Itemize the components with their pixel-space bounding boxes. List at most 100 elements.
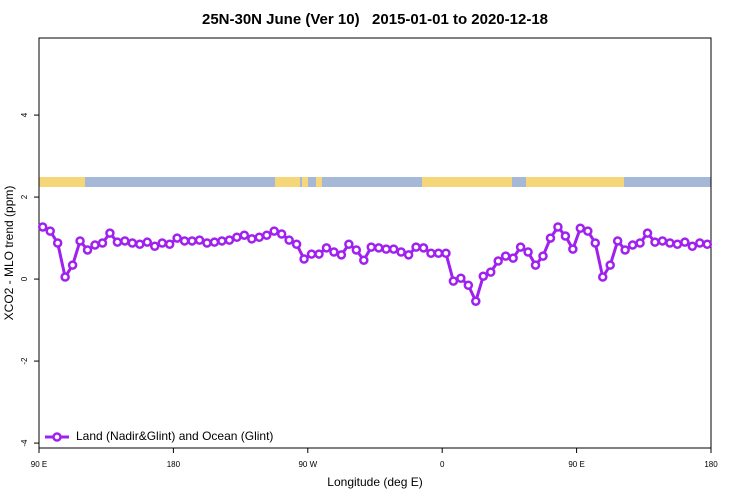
x-tick-label: 180 bbox=[704, 460, 718, 469]
data-point bbox=[441, 248, 451, 258]
data-point bbox=[321, 243, 332, 253]
data-point bbox=[60, 272, 70, 282]
data-point bbox=[702, 239, 713, 249]
x-axis-label: Longitude (deg E) bbox=[327, 475, 422, 489]
data-point bbox=[344, 239, 354, 249]
legend-label: Land (Nadir&Glint) and Ocean (Glint) bbox=[76, 429, 273, 443]
data-point bbox=[635, 238, 645, 248]
data-point bbox=[284, 235, 294, 245]
data-point bbox=[388, 244, 399, 254]
data-point bbox=[254, 232, 265, 243]
data-point bbox=[179, 236, 190, 246]
data-point bbox=[418, 243, 429, 253]
data-point bbox=[471, 296, 481, 306]
data-point bbox=[672, 239, 683, 249]
data-point bbox=[373, 243, 384, 253]
data-point bbox=[590, 238, 601, 248]
data-point bbox=[650, 237, 660, 247]
data-point bbox=[276, 229, 287, 239]
data-point bbox=[314, 249, 324, 259]
data-point bbox=[456, 273, 466, 284]
data-point bbox=[560, 231, 571, 241]
data-point bbox=[530, 260, 541, 270]
data-point bbox=[37, 222, 48, 232]
data-point bbox=[239, 230, 250, 240]
data-point bbox=[545, 233, 556, 243]
data-point bbox=[620, 245, 630, 255]
data-point bbox=[172, 233, 182, 243]
data-point bbox=[90, 240, 100, 250]
data-point bbox=[127, 238, 138, 248]
data-point bbox=[82, 245, 93, 255]
data-point bbox=[142, 237, 153, 247]
x-tick-label: 90 E bbox=[31, 460, 47, 469]
data-point bbox=[299, 254, 309, 264]
data-point bbox=[553, 222, 563, 232]
data-point bbox=[583, 226, 593, 236]
data-point bbox=[426, 248, 436, 258]
data-point bbox=[657, 236, 668, 246]
data-point bbox=[75, 236, 85, 246]
data-point bbox=[485, 267, 496, 277]
data-point bbox=[291, 239, 302, 249]
data-point bbox=[209, 237, 220, 247]
data-point bbox=[217, 236, 227, 246]
data-point bbox=[306, 249, 317, 259]
x-tick-label: 0 bbox=[440, 460, 445, 469]
data-point bbox=[366, 242, 377, 252]
data-point bbox=[612, 236, 623, 246]
data-point bbox=[45, 226, 55, 236]
data-point bbox=[381, 244, 391, 254]
data-point bbox=[359, 255, 369, 265]
data-point bbox=[105, 228, 115, 238]
data-point bbox=[403, 250, 414, 260]
x-tick-label: 90 W bbox=[298, 460, 317, 469]
data-point bbox=[224, 235, 235, 245]
data-point bbox=[605, 260, 615, 270]
legend-marker bbox=[52, 432, 62, 442]
data-point bbox=[247, 234, 257, 244]
map-strip bbox=[39, 177, 711, 187]
data-point bbox=[433, 248, 444, 258]
chart-title: 25N-30N June (Ver 10) 2015-01-01 to 2020… bbox=[202, 11, 548, 28]
data-point bbox=[597, 272, 608, 282]
data-point bbox=[269, 226, 279, 236]
data-point bbox=[463, 280, 474, 290]
data-point bbox=[508, 253, 518, 263]
data-point bbox=[515, 242, 526, 252]
data-point bbox=[411, 242, 421, 252]
data-point bbox=[695, 238, 705, 248]
data-point bbox=[194, 235, 205, 245]
data-point bbox=[627, 240, 638, 250]
data-point bbox=[112, 237, 123, 247]
data-point bbox=[575, 223, 586, 233]
data-point bbox=[135, 239, 145, 249]
data-point bbox=[687, 241, 698, 252]
data-point bbox=[538, 251, 548, 261]
data-point bbox=[336, 250, 347, 260]
data-point bbox=[52, 238, 63, 248]
y-tick-label: 2 bbox=[20, 194, 29, 199]
x-tick-label: 90 E bbox=[568, 460, 584, 469]
data-point bbox=[478, 271, 489, 281]
data-point bbox=[187, 236, 197, 246]
y-axis-label: XCO2 - MLO trend (ppm) bbox=[2, 186, 16, 321]
data-point bbox=[164, 239, 175, 249]
y-tick-label: -2 bbox=[20, 357, 29, 365]
data-point bbox=[329, 247, 339, 257]
data-point bbox=[67, 260, 78, 270]
data-point bbox=[500, 251, 511, 261]
data-point bbox=[97, 238, 108, 248]
data-point bbox=[261, 230, 272, 240]
y-tick-label: 4 bbox=[20, 112, 29, 117]
y-tick-label: 0 bbox=[20, 276, 29, 281]
data-point bbox=[149, 241, 160, 252]
data-point bbox=[157, 238, 167, 248]
data-point bbox=[232, 232, 242, 243]
x-tick-label: 180 bbox=[167, 460, 181, 469]
data-point bbox=[493, 256, 503, 266]
data-point bbox=[680, 237, 690, 247]
data-point bbox=[120, 236, 130, 246]
data-point bbox=[351, 245, 362, 255]
